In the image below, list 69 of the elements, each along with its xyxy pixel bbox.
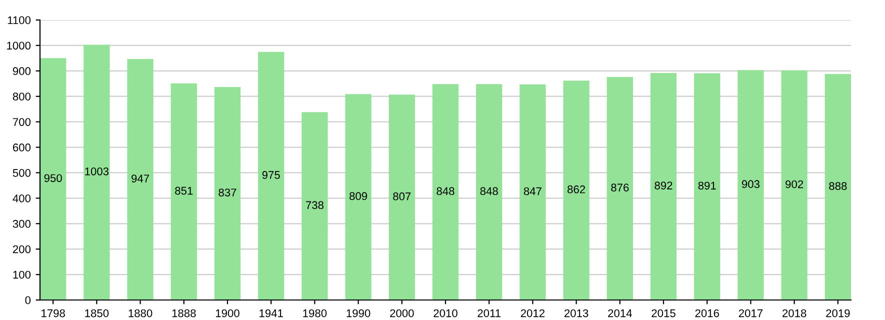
x-tick-label: 2010 xyxy=(434,309,458,318)
x-tick-label: 1990 xyxy=(346,309,370,318)
y-tick-label: 600 xyxy=(13,144,31,152)
y-tick-label: 200 xyxy=(12,245,31,254)
data-label: 950 xyxy=(44,174,62,182)
data-label: 848 xyxy=(480,187,498,196)
bar xyxy=(694,73,720,300)
y-tick-label: 100 xyxy=(13,270,31,279)
data-label: 862 xyxy=(568,185,586,194)
x-tick-label: 1850 xyxy=(85,309,109,318)
x-tick-label: 2012 xyxy=(520,309,545,318)
data-label: 837 xyxy=(218,188,236,196)
bar xyxy=(302,112,328,300)
x-tick-label: 1888 xyxy=(172,309,196,318)
data-label: 975 xyxy=(262,171,280,179)
bar xyxy=(824,74,851,300)
data-label: 891 xyxy=(698,182,716,190)
bar xyxy=(127,58,154,300)
y-tick-label: 800 xyxy=(12,92,31,100)
x-tick-label: 2011 xyxy=(478,309,501,318)
x-tick-label: 1798 xyxy=(42,309,65,318)
x-tick-label: 1900 xyxy=(216,309,240,318)
data-label: 902 xyxy=(786,180,804,188)
bar xyxy=(40,58,66,300)
data-label: 847 xyxy=(524,187,542,196)
x-tick-label: 2013 xyxy=(564,309,588,318)
data-label: 903 xyxy=(742,180,760,188)
bar xyxy=(345,94,372,300)
y-tick-label: 900 xyxy=(12,67,31,76)
data-label: 851 xyxy=(175,186,193,195)
data-label: 1003 xyxy=(85,167,109,176)
x-tick-label: 2015 xyxy=(652,309,676,318)
x-tick-label: 1980 xyxy=(303,309,327,318)
bar xyxy=(650,72,677,300)
x-tick-label: 1941 xyxy=(260,309,283,318)
data-label: 888 xyxy=(829,182,847,190)
bar xyxy=(563,80,590,300)
bar xyxy=(214,86,241,300)
y-tick-label: 500 xyxy=(12,168,31,177)
bar xyxy=(606,77,633,300)
y-tick-label: 0 xyxy=(25,296,31,304)
bar xyxy=(781,70,808,300)
data-label: 809 xyxy=(350,192,368,200)
data-label: 807 xyxy=(393,192,411,200)
bar xyxy=(170,83,197,300)
x-tick-label: 2018 xyxy=(782,309,806,318)
y-tick-label: 300 xyxy=(12,220,31,228)
y-tick-label: 400 xyxy=(12,194,31,202)
bar xyxy=(258,52,284,300)
data-label: 892 xyxy=(654,182,672,190)
x-tick-label: 2016 xyxy=(695,309,719,318)
bar xyxy=(738,70,764,300)
x-tick-label: 1880 xyxy=(128,309,152,318)
y-tick-label: 1000 xyxy=(7,42,31,50)
bar xyxy=(520,84,546,300)
y-tick-label: 1100 xyxy=(8,16,31,24)
bar xyxy=(476,84,502,300)
x-tick-label: 2019 xyxy=(826,309,850,318)
data-label: 947 xyxy=(132,174,149,182)
bar xyxy=(432,84,459,300)
data-label: 738 xyxy=(306,201,324,210)
data-label: 848 xyxy=(436,187,454,196)
x-tick-label: 2014 xyxy=(608,309,632,318)
y-tick-label: 700 xyxy=(13,118,31,126)
bar xyxy=(388,94,415,300)
x-tick-label: 2017 xyxy=(738,309,763,318)
bar xyxy=(84,44,110,300)
x-tick-label: 2000 xyxy=(390,309,414,318)
data-label: 876 xyxy=(611,184,629,192)
